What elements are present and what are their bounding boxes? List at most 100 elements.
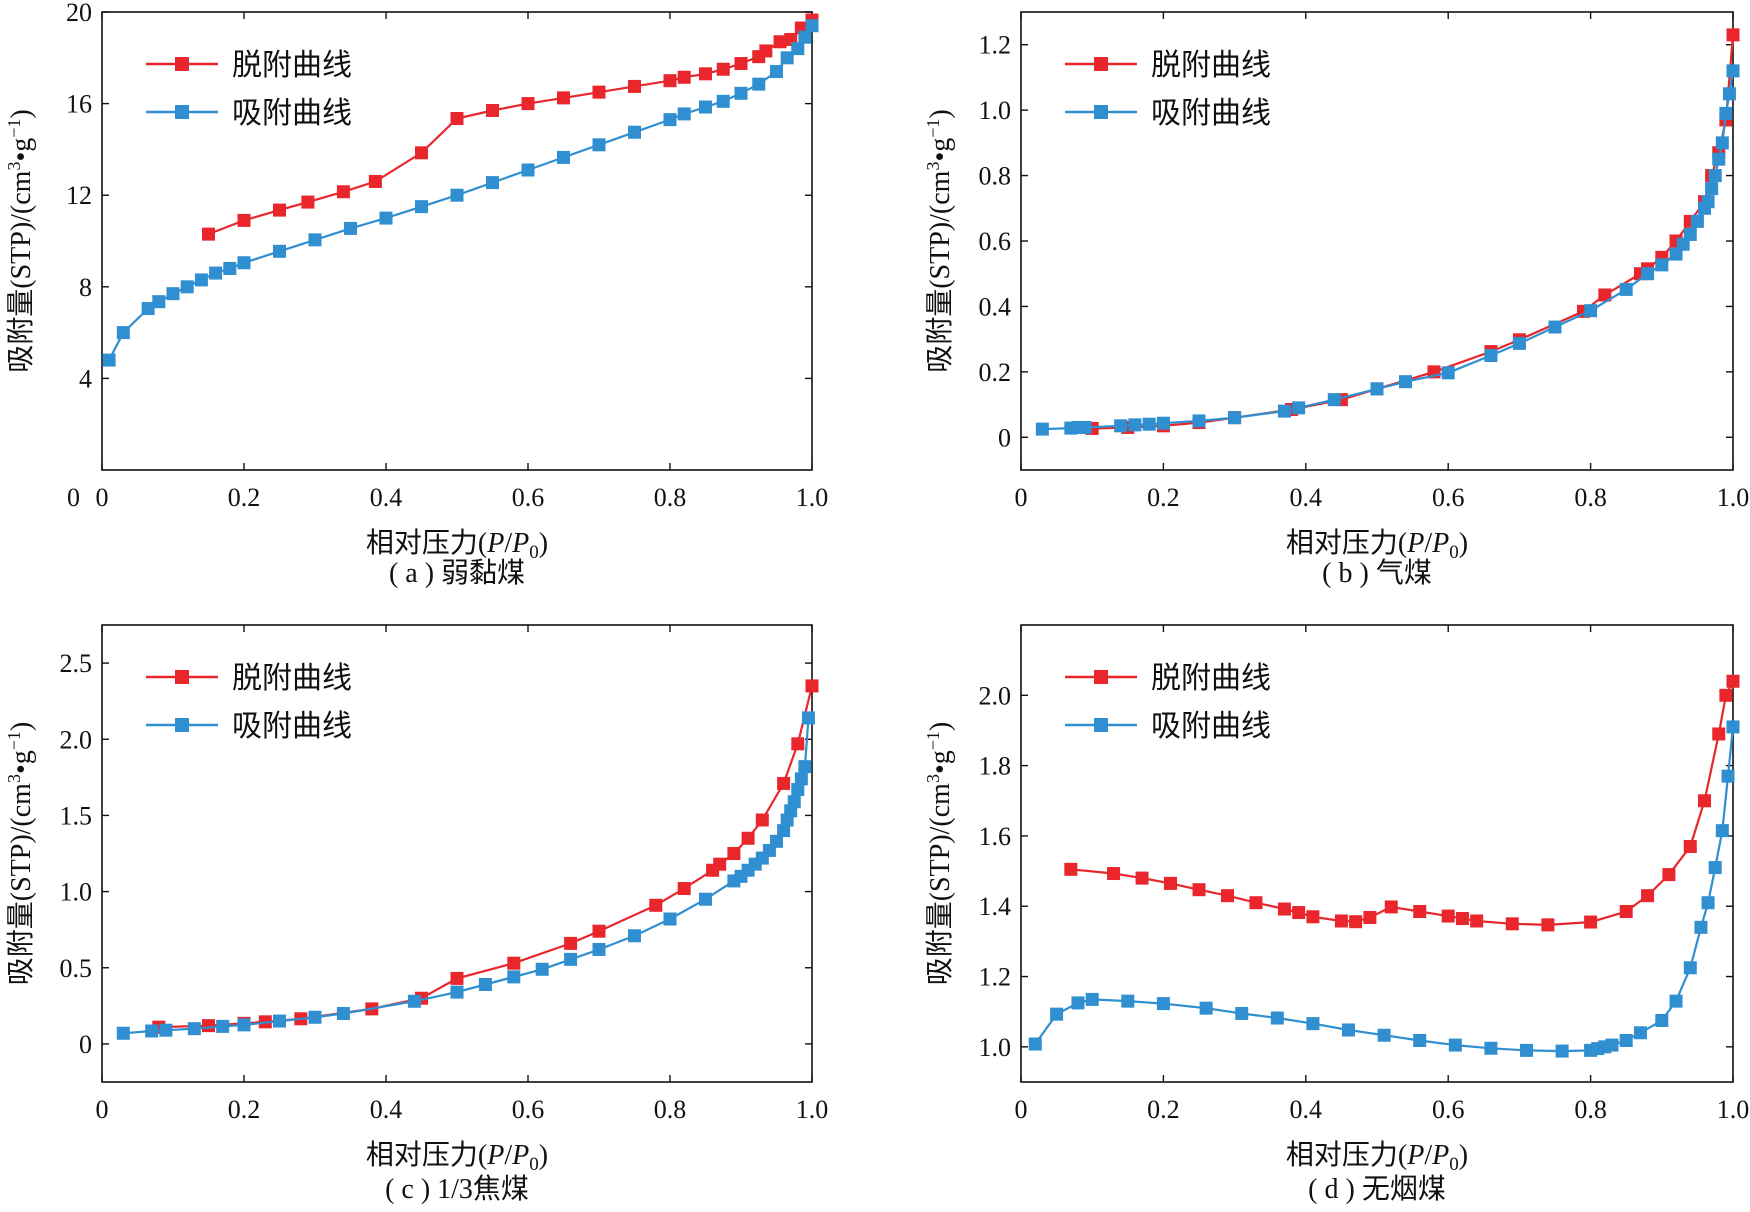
data-point [1669,994,1683,1008]
data-point [759,44,773,58]
data-point [1683,961,1697,975]
x-axis-label-text: ) [1459,1140,1468,1171]
x-axis-label: 相对压力(P/P0) [366,1139,548,1175]
data-point [1235,1006,1249,1020]
data-point [1484,1041,1498,1055]
x-tick-label: 0.6 [1432,1095,1465,1124]
data-point [116,1026,130,1040]
chart-panel-4: 0 0.2 0.4 0.6 0.8 1.01.01.21.41.61.82.0相对压力(P… [923,624,1749,1205]
panel-caption: ( c ) 1/3焦煤 [385,1173,529,1205]
data-point [1085,992,1099,1006]
x-axis-label-var: P [1406,1140,1424,1171]
data-point [663,113,677,127]
data-point [791,42,805,56]
data-point [166,287,180,301]
data-point [1156,997,1170,1011]
data-point [308,1010,322,1024]
legend-label: 吸附曲线 [232,710,352,743]
y-tick-label: 1.0 [60,878,93,907]
data-point [273,244,286,258]
x-axis-label-sep: / [1424,528,1432,559]
x-axis-label-sub: 0 [1449,1154,1459,1175]
x-tick-label: 0.8 [1574,1095,1607,1124]
data-point [507,956,521,970]
data-point [1228,411,1242,425]
data-point [1128,418,1142,432]
x-tick-label: 0.8 [654,483,687,512]
data-point [415,146,428,160]
x-axis-label: 相对压力(P/P0) [1286,527,1468,563]
y-axis-label-text: •g [6,138,37,162]
data-point [379,211,393,225]
data-point [237,1018,251,1032]
x-tick-label: 1.0 [796,1095,829,1124]
data-point [1641,889,1655,903]
y-tick-label: 0.6 [979,227,1012,256]
y-tick-label: 20 [66,0,92,27]
data-point [478,978,492,992]
data-point [592,942,606,956]
series-desorption [1064,674,1740,932]
y-axis-label-text: •g [925,750,956,774]
x-tick-label: 0.6 [512,483,545,512]
data-point [450,985,464,999]
data-point [116,326,130,340]
y-axis-label-text: 吸附量(STP)/(cm [5,170,37,372]
x-axis-label-var: P [1406,528,1424,559]
data-point [741,831,755,845]
data-point [592,138,606,152]
data-point [194,273,208,287]
data-point [152,295,166,309]
data-point [777,776,791,790]
data-point [209,266,223,280]
x-axis-label-text: 相对压力( [366,527,487,559]
y-tick-label: 0.5 [60,954,93,983]
y-axis-label-text: ) [6,109,37,118]
y-tick-label: 1.0 [979,1033,1012,1062]
data-point [1249,896,1263,910]
data-point [1505,917,1519,931]
y-axis-label: 吸附量(STP)/(cm3•g−1) [923,722,956,986]
data-point [180,280,194,294]
legend-label: 脱附曲线 [1151,49,1271,82]
series-line [1042,70,1735,431]
data-point [1641,267,1655,281]
legend-marker [1094,718,1108,732]
data-point [1342,1023,1356,1037]
data-point [1633,1026,1647,1040]
x-tick-label: 0 [96,1095,109,1124]
data-point [450,111,464,125]
data-point [1455,912,1469,926]
data-point [1277,404,1291,418]
y-axis-label-text: •g [6,750,37,774]
y-tick-label: 1.5 [60,801,93,830]
data-point [1520,1043,1534,1057]
plot-frame [101,624,813,1083]
data-point [1721,769,1735,783]
y-axis-label-text: ) [6,722,37,731]
y-tick-label: 12 [66,181,92,210]
data-point [716,62,730,76]
data-point [1548,320,1562,334]
legend-label: 脱附曲线 [1151,662,1271,695]
y-origin-label: 0 [67,483,80,512]
x-axis-label-text: ) [539,1140,548,1171]
data-point [798,30,812,44]
data-point [1107,867,1121,881]
data-point [1701,195,1715,209]
x-tick-label: 0.8 [1574,483,1607,512]
data-point [1683,839,1697,853]
data-point [521,97,535,111]
data-point [1683,227,1697,241]
data-point [202,1019,215,1033]
data-point [1719,106,1733,120]
data-point [677,70,691,84]
data-point [794,772,808,786]
x-axis-label-sep: / [504,528,512,559]
data-point [1292,401,1306,415]
data-point [535,962,549,976]
data-point [145,1024,159,1038]
data-point [1719,688,1733,702]
data-point [1035,422,1049,436]
